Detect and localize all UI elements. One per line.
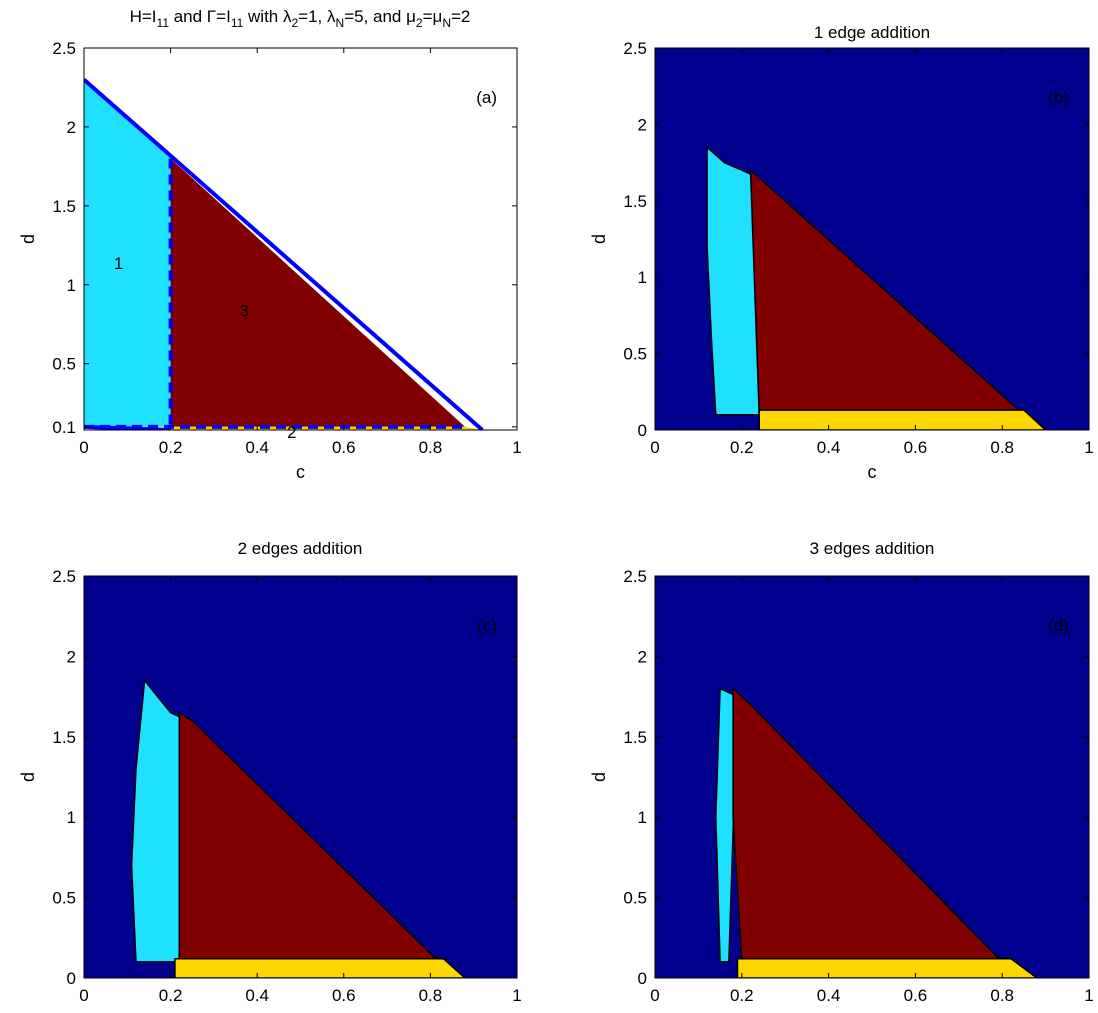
x-tick-label: 0.4 xyxy=(245,986,269,1005)
region-b-3 xyxy=(758,409,1047,430)
panel-label-d: (d) xyxy=(1048,616,1069,635)
panel-c-title: 2 edges addition xyxy=(238,539,363,558)
region-label-1: 1 xyxy=(114,254,123,273)
y-tick-label: 1.5 xyxy=(52,728,76,747)
panel-a: 1 3 2 0 0.2 0.4 0.6 0.8 1 0.1 0.5 1 1.5 2 2.5 c d (a) xyxy=(18,39,522,482)
x-tick-label: 0.4 xyxy=(817,438,841,457)
x-tick-label: 1 xyxy=(1084,986,1093,1005)
y-tick-label: 0 xyxy=(67,969,76,988)
x-tick-label: 0.6 xyxy=(332,986,356,1005)
x-tick-label: 0 xyxy=(79,438,88,457)
region-a-2 xyxy=(170,158,465,427)
axes-frame-a xyxy=(83,47,518,431)
panel-label-a: (a) xyxy=(476,88,497,107)
axes-frame-b xyxy=(654,47,1090,431)
x-tick-label: 0.8 xyxy=(419,986,443,1005)
region-c-3 xyxy=(174,957,467,978)
panel-label-b: (b) xyxy=(1048,88,1069,107)
panel-d: 0 0.2 0.4 0.6 0.8 1 0 0.5 1 1.5 2 2.5 c d (d) xyxy=(589,567,1094,1013)
x-tick-label: 0.8 xyxy=(990,438,1014,457)
x-tick-label: 0.6 xyxy=(904,438,928,457)
x-tick-label: 0.2 xyxy=(730,438,754,457)
x-tick-label: 0 xyxy=(79,986,88,1005)
y-tick-label: 0.5 xyxy=(623,889,647,908)
panel-b-title: 1 edge addition xyxy=(814,23,930,42)
y-tick-label: 2.5 xyxy=(52,39,76,58)
x-tick-label: 0.6 xyxy=(332,438,356,457)
x-tick-label: 0.4 xyxy=(817,986,841,1005)
panels: 1 3 2 0 0.2 0.4 0.6 0.8 1 0.1 0.5 1 1.5 2 2.5 c d (a) 0 0.2… xyxy=(18,39,1094,1013)
y-tick-label: 2.5 xyxy=(52,567,76,586)
y-tick-label: 0.5 xyxy=(52,889,76,908)
y-axis-label: d xyxy=(589,772,609,782)
y-tick-label: 0 xyxy=(638,421,647,440)
x-tick-label: 0.2 xyxy=(730,986,754,1005)
axes-frame-d xyxy=(654,575,1090,979)
y-tick-label: 1.5 xyxy=(52,197,76,216)
panel-a-title: H=I11 and Γ=I11 with λ2=1, λN=5, and μ2=… xyxy=(130,7,471,30)
y-axis-label: d xyxy=(18,772,38,782)
x-tick-label: 1 xyxy=(512,438,521,457)
y-tick-label: 2.5 xyxy=(623,567,647,586)
y-tick-label: 1 xyxy=(67,276,76,295)
y-tick-label: 1.5 xyxy=(623,728,647,747)
y-tick-label: 2 xyxy=(67,647,76,666)
y-tick-label: 0.1 xyxy=(52,418,76,437)
x-axis-label: c xyxy=(296,1010,305,1013)
axes-frame-c xyxy=(83,575,518,979)
boundary-line-1 xyxy=(84,78,484,430)
y-tick-label: 0.5 xyxy=(623,345,647,364)
x-tick-label: 1 xyxy=(512,986,521,1005)
x-tick-label: 0.8 xyxy=(990,986,1014,1005)
x-tick-label: 0.2 xyxy=(159,438,183,457)
y-tick-label: 2 xyxy=(638,647,647,666)
region-label-3: 2 xyxy=(287,423,296,442)
region-a-1 xyxy=(84,79,171,427)
y-axis-label: d xyxy=(589,234,609,244)
x-tick-label: 0.2 xyxy=(159,986,183,1005)
panel-c: 0 0.2 0.4 0.6 0.8 1 0 0.5 1 1.5 2 2.5 c d (c) xyxy=(18,567,522,1013)
x-tick-label: 0 xyxy=(650,986,659,1005)
x-tick-label: 0 xyxy=(650,438,659,457)
region-d-3 xyxy=(736,957,1039,978)
panel-d-title: 3 edges addition xyxy=(810,539,935,558)
x-tick-label: 0.6 xyxy=(904,986,928,1005)
y-tick-label: 1 xyxy=(67,808,76,827)
y-tick-label: 0.5 xyxy=(52,355,76,374)
x-tick-label: 1 xyxy=(1084,438,1093,457)
x-tick-label: 0.4 xyxy=(245,438,269,457)
boundary-line-2 xyxy=(84,424,171,430)
panel-b: 0 0.2 0.4 0.6 0.8 1 0 0.5 1 1.5 2 2.5 c d (b) xyxy=(589,39,1094,482)
region-label-2: 3 xyxy=(239,301,248,320)
y-tick-label: 1 xyxy=(638,808,647,827)
panel-label-c: (c) xyxy=(477,616,497,635)
region-c-1 xyxy=(130,678,189,963)
x-axis-label: c xyxy=(868,1010,877,1013)
x-tick-label: 0.8 xyxy=(419,438,443,457)
y-tick-label: 2.5 xyxy=(623,39,647,58)
y-tick-label: 1.5 xyxy=(623,192,647,211)
y-axis-label: d xyxy=(18,234,38,244)
y-tick-label: 2 xyxy=(67,118,76,137)
y-tick-label: 1 xyxy=(638,268,647,287)
y-tick-label: 2 xyxy=(638,115,647,134)
x-axis-label: c xyxy=(296,462,305,482)
y-tick-label: 0 xyxy=(638,969,647,988)
x-axis-label: c xyxy=(868,462,877,482)
